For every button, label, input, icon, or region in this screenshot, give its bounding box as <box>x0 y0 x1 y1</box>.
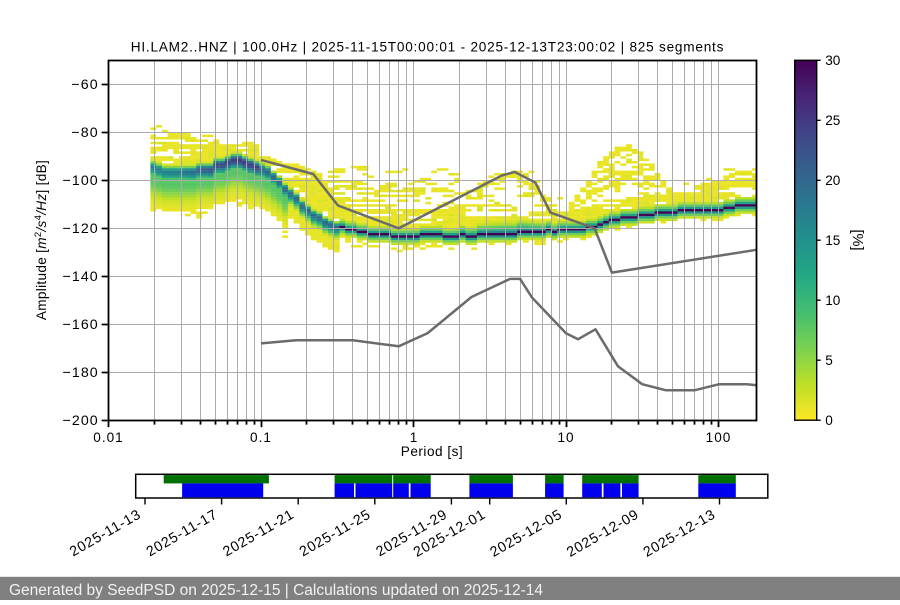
svg-text:−200: −200 <box>62 413 98 429</box>
svg-text:20: 20 <box>825 173 841 188</box>
svg-text:−80: −80 <box>71 125 98 141</box>
svg-text:−60: −60 <box>71 77 98 93</box>
svg-text:0: 0 <box>825 413 833 428</box>
svg-text:0.1: 0.1 <box>250 430 272 445</box>
svg-text:0.01: 0.01 <box>93 430 123 445</box>
svg-text:[%]: [%] <box>849 229 865 250</box>
svg-text:−140: −140 <box>62 269 98 285</box>
svg-text:100: 100 <box>706 430 732 445</box>
svg-text:10: 10 <box>825 293 841 308</box>
svg-text:HI.LAM2..HNZ | 100.0Hz | 2025-: HI.LAM2..HNZ | 100.0Hz | 2025-11-15T00:0… <box>131 40 724 55</box>
svg-text:−100: −100 <box>62 173 98 189</box>
svg-text:25: 25 <box>825 113 840 128</box>
svg-text:−180: −180 <box>62 365 98 381</box>
svg-text:Generated by SeedPSD on 2025-1: Generated by SeedPSD on 2025-12-15 | Cal… <box>9 582 543 599</box>
svg-text:−120: −120 <box>62 221 98 237</box>
svg-text:Period [s]: Period [s] <box>401 444 463 459</box>
svg-text:5: 5 <box>825 353 833 368</box>
svg-text:Amplitude [m2/s4/Hz] [dB]: Amplitude [m2/s4/Hz] [dB] <box>33 160 49 320</box>
svg-text:10: 10 <box>557 430 574 445</box>
svg-text:1: 1 <box>410 430 418 445</box>
svg-text:30: 30 <box>825 53 841 68</box>
svg-text:15: 15 <box>825 233 840 248</box>
svg-text:−160: −160 <box>62 317 98 333</box>
